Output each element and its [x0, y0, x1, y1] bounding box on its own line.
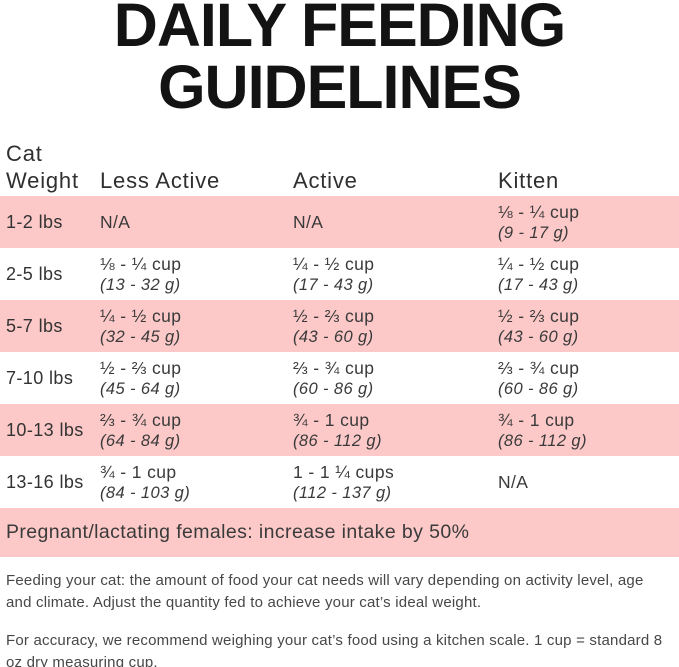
grams-text: (45 - 64 g) — [100, 379, 181, 398]
less-active-cell: N/A — [100, 196, 293, 248]
grams-text: (13 - 32 g) — [100, 275, 181, 294]
table-row: 5-7 lbs ¼ - ½ cup (32 - 45 g) ½ - ⅔ cup … — [0, 300, 679, 352]
active-cell: ¾ - 1 cup (86 - 112 g) — [293, 404, 498, 456]
kitten-cell: ½ - ⅔ cup (43 - 60 g) — [498, 300, 679, 352]
amount-text: N/A — [293, 212, 324, 232]
weight-cell: 1-2 lbs — [6, 211, 63, 232]
amount-text: ¼ - ½ cup — [293, 253, 375, 274]
table-row: 10-13 lbs ⅔ - ¾ cup (64 - 84 g) ¾ - 1 cu… — [0, 404, 679, 456]
weight-cell: 2-5 lbs — [6, 263, 63, 284]
amount-text: ½ - ⅔ cup — [100, 357, 182, 378]
grams-text: (86 - 112 g) — [293, 431, 382, 450]
amount-text: ¾ - 1 cup — [293, 409, 370, 430]
amount-text: ¾ - 1 cup — [100, 461, 177, 482]
active-cell: 1 - 1 ¼ cups (112 - 137 g) — [293, 456, 498, 508]
table-row: 1-2 lbs N/A N/A ⅛ - ¼ cup (9 - 17 g) — [0, 196, 679, 248]
table-row: 2-5 lbs ⅛ - ¼ cup (13 - 32 g) ¼ - ½ cup … — [0, 248, 679, 300]
grams-text: (112 - 137 g) — [293, 483, 392, 502]
amount-text: ⅛ - ¼ cup — [498, 201, 580, 222]
kitten-cell: ¾ - 1 cup (86 - 112 g) — [498, 404, 679, 456]
grams-text: (60 - 86 g) — [293, 379, 374, 398]
grams-text: (17 - 43 g) — [293, 275, 374, 294]
weight-cell: 10-13 lbs — [6, 419, 84, 440]
page-title-line1: DAILY FEEDING — [113, 0, 566, 59]
grams-text: (86 - 112 g) — [498, 431, 587, 450]
column-header-kitten: Kitten — [498, 168, 560, 193]
pregnant-lactating-banner: Pregnant/lactating females: increase int… — [0, 508, 679, 557]
accuracy-note: For accuracy, we recommend weighing your… — [6, 632, 663, 667]
active-cell: N/A — [293, 196, 498, 248]
grams-text: (60 - 86 g) — [498, 379, 579, 398]
less-active-cell: ½ - ⅔ cup (45 - 64 g) — [100, 352, 293, 404]
active-cell: ½ - ⅔ cup (43 - 60 g) — [293, 300, 498, 352]
feeding-table: 1-2 lbs N/A N/A ⅛ - ¼ cup (9 - 17 g) 2-5… — [0, 196, 679, 557]
active-cell: ⅔ - ¾ cup (60 - 86 g) — [293, 352, 498, 404]
kitten-cell: N/A — [498, 456, 679, 508]
column-header-cat-weight: Cat Weight — [0, 140, 100, 196]
feeding-note: Feeding your cat: the amount of food you… — [6, 572, 644, 611]
amount-text: ⅔ - ¾ cup — [293, 357, 375, 378]
amount-text: ¼ - ½ cup — [100, 305, 182, 326]
column-header-less-active: Less Active — [100, 168, 221, 193]
grams-text: (43 - 60 g) — [293, 327, 374, 346]
less-active-cell: ⅔ - ¾ cup (64 - 84 g) — [100, 404, 293, 456]
active-cell: ¼ - ½ cup (17 - 43 g) — [293, 248, 498, 300]
page-title-line2: GUIDELINES — [158, 53, 522, 121]
kitten-cell: ⅛ - ¼ cup (9 - 17 g) — [498, 196, 679, 248]
footnotes: Feeding your cat: the amount of food you… — [0, 557, 679, 667]
column-header-active: Active — [293, 168, 358, 193]
table-row: 7-10 lbs ½ - ⅔ cup (45 - 64 g) ⅔ - ¾ cup… — [0, 352, 679, 404]
amount-text: ⅔ - ¾ cup — [498, 357, 580, 378]
grams-text: (32 - 45 g) — [100, 327, 181, 346]
table-row: 13-16 lbs ¾ - 1 cup (84 - 103 g) 1 - 1 ¼… — [0, 456, 679, 508]
column-header-cat-weight-line2: Weight — [6, 168, 79, 193]
weight-cell: 7-10 lbs — [6, 367, 74, 388]
grams-text: (64 - 84 g) — [100, 431, 181, 450]
amount-text: ⅔ - ¾ cup — [100, 409, 182, 430]
page-title: DAILY FEEDING GUIDELINES — [0, 0, 679, 118]
weight-cell: 5-7 lbs — [6, 315, 63, 336]
amount-text: 1 - 1 ¼ cups — [293, 461, 395, 482]
less-active-cell: ¾ - 1 cup (84 - 103 g) — [100, 456, 293, 508]
grams-text: (9 - 17 g) — [498, 223, 569, 242]
kitten-cell: ⅔ - ¾ cup (60 - 86 g) — [498, 352, 679, 404]
amount-text: N/A — [498, 472, 529, 492]
amount-text: ¾ - 1 cup — [498, 409, 575, 430]
weight-cell: 13-16 lbs — [6, 471, 84, 492]
amount-text: ¼ - ½ cup — [498, 253, 580, 274]
grams-text: (17 - 43 g) — [498, 275, 579, 294]
less-active-cell: ⅛ - ¼ cup (13 - 32 g) — [100, 248, 293, 300]
grams-text: (43 - 60 g) — [498, 327, 579, 346]
column-header-cat-weight-line1: Cat — [6, 141, 43, 166]
amount-text: ⅛ - ¼ cup — [100, 253, 182, 274]
kitten-cell: ¼ - ½ cup (17 - 43 g) — [498, 248, 679, 300]
amount-text: N/A — [100, 212, 131, 232]
amount-text: ½ - ⅔ cup — [293, 305, 375, 326]
less-active-cell: ¼ - ½ cup (32 - 45 g) — [100, 300, 293, 352]
amount-text: ½ - ⅔ cup — [498, 305, 580, 326]
grams-text: (84 - 103 g) — [100, 483, 191, 502]
table-header-row: Cat Weight Less Active Active Kitten — [0, 138, 679, 196]
